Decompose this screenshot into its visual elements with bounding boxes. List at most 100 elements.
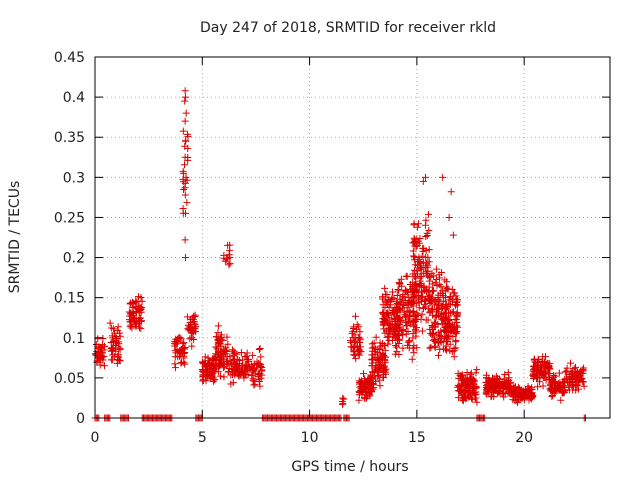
y-tick-label: 0 [76,411,85,427]
data-point [441,315,449,323]
data-point [421,173,429,181]
data-point [467,371,475,379]
data-point [580,382,588,390]
data-point [487,393,495,401]
data-point [228,346,236,354]
data-point [460,389,468,397]
data-point [384,340,392,348]
data-point [216,351,224,359]
data-point [411,242,419,250]
data-point [452,301,460,309]
data-point [568,368,576,376]
data-point [380,368,388,376]
data-point [217,352,225,360]
data-point [528,386,536,394]
data-point [368,344,376,352]
data-point [242,370,250,378]
data-point [249,367,257,375]
data-point [106,319,114,327]
data-point [452,329,460,337]
data-point [136,315,144,323]
data-point [223,333,231,341]
data-point [428,295,436,303]
data-point [549,374,557,382]
data-point [249,375,257,383]
data-point [116,357,124,365]
data-point [399,326,407,334]
data-point [236,367,244,375]
data-point [410,349,418,357]
data-point [412,261,420,269]
data-point [98,349,106,357]
data-point [413,309,421,317]
data-point [395,336,403,344]
data-point [362,388,370,396]
data-point [356,336,364,344]
data-point [486,377,494,385]
x-tick-label: 0 [91,430,100,446]
data-point [242,366,250,374]
y-tick-label: 0.35 [54,130,85,146]
data-point [492,378,500,386]
data-point [443,333,451,341]
data-point [427,306,435,314]
data-point [174,353,182,361]
data-point [192,328,200,336]
data-point [533,364,541,372]
data-point [350,351,358,359]
data-point [179,127,187,135]
data-point [183,199,191,207]
y-axis-label: SRMTID / TECUs [7,181,23,294]
data-point [410,322,418,330]
data-point [347,339,355,347]
data-point [424,316,432,324]
data-point [405,344,413,352]
data-point [454,301,462,309]
data-point [537,367,545,375]
data-point [108,346,116,354]
data-point [380,363,388,371]
data-point [362,377,370,385]
data-point [180,339,188,347]
data-point [349,327,357,335]
data-point [468,378,476,386]
data-point [356,379,364,387]
data-point [422,263,430,271]
data-point [511,388,519,396]
data-point [354,347,362,355]
data-point [451,316,459,324]
data-point [204,354,212,362]
data-point [540,363,548,371]
data-point [383,309,391,317]
data-point [368,380,376,388]
data-point [258,366,266,374]
data-point [209,369,217,377]
data-point [226,246,234,254]
data-point [182,209,190,217]
data-point [230,356,238,364]
data-point [421,221,429,229]
data-point [360,384,368,392]
data-point [369,355,377,363]
data-point [243,349,251,357]
data-point [433,265,441,273]
data-point [547,387,555,395]
data-point [392,322,400,330]
data-point [401,287,409,295]
data-point [503,378,511,386]
data-point [190,318,198,326]
data-point [452,344,460,352]
data-point [431,336,439,344]
data-point [512,392,520,400]
data-point [220,251,228,259]
data-point [395,351,403,359]
data-point [178,358,186,366]
data-point [171,364,179,372]
data-point [176,352,184,360]
data-point [449,231,457,239]
data-point [379,339,387,347]
data-point [99,335,107,343]
data-point [418,310,426,318]
data-point [395,287,403,295]
